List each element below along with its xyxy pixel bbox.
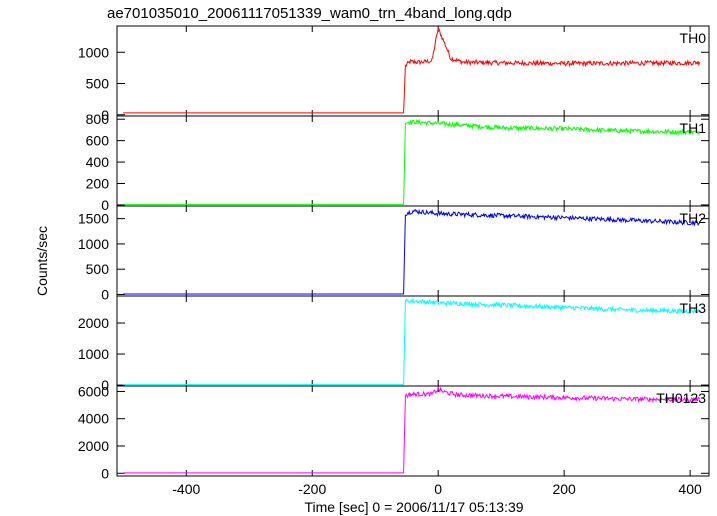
y-tick-label: 400 <box>86 154 110 170</box>
y-tick-label: 500 <box>86 76 110 92</box>
series-label: TH3 <box>680 300 707 316</box>
y-tick-label: 1000 <box>78 44 109 60</box>
panel-th0123: 0 2000 4000 6000 TH0123 <box>78 383 710 481</box>
x-tick-label: 200 <box>552 481 576 497</box>
panel-th1: 0 200 400 600 800 TH1 <box>86 111 710 213</box>
y-tick-label: 1500 <box>78 211 109 227</box>
y-tick-label: 4000 <box>78 411 109 427</box>
chart-title: ae701035010_20061117051339_wam0_trn_4ban… <box>107 5 512 22</box>
series-line-th2 <box>123 208 701 295</box>
y-tick-label: 2000 <box>78 438 109 454</box>
series-label: TH2 <box>680 210 707 226</box>
y-tick-label: 0 <box>101 377 109 393</box>
panel-th3: 0 1000 2000 TH3 <box>78 295 710 393</box>
x-tick-label: -200 <box>298 481 326 497</box>
series-label: TH0 <box>680 30 707 46</box>
y-tick-label: 200 <box>86 176 110 192</box>
series-label: TH1 <box>680 120 707 136</box>
series-line-th1 <box>123 118 700 205</box>
x-tick-label: 400 <box>678 481 702 497</box>
series-line-th0 <box>123 27 701 114</box>
x-axis-label: Time [sec] 0 = 2006/11/17 05:13:39 <box>304 499 523 515</box>
panel-frame <box>116 295 710 387</box>
series-label: TH0123 <box>656 390 706 406</box>
panel-frame <box>116 385 710 477</box>
y-tick-label: 800 <box>86 111 110 127</box>
y-tick-label: 0 <box>101 107 109 123</box>
y-tick-label: 6000 <box>78 383 109 399</box>
y-tick-label: 1000 <box>78 236 109 252</box>
y-tick-label: 0 <box>101 197 109 213</box>
panel-th0: 0 500 1000 TH0 <box>78 25 710 123</box>
y-tick-label: 500 <box>86 261 110 277</box>
x-tick-label: 0 <box>434 481 442 497</box>
panel-th2: 0 500 1000 1500 TH2 <box>78 205 710 302</box>
series-line-th3 <box>123 297 700 386</box>
y-tick-label: 1000 <box>78 346 109 362</box>
chart-panels: 0 500 1000 TH0 0 200 400 600 800 TH1 0 500 1000 1500 T… <box>78 25 710 497</box>
y-tick-label: 0 <box>101 286 109 302</box>
y-tick-label: 600 <box>86 133 110 149</box>
panel-frame <box>116 25 710 117</box>
y-tick-label: 0 <box>101 465 109 481</box>
x-tick-label: -400 <box>172 481 200 497</box>
series-line-th0123 <box>123 385 701 474</box>
y-axis-label: Counts/sec <box>34 226 50 296</box>
y-tick-label: 2000 <box>78 315 109 331</box>
